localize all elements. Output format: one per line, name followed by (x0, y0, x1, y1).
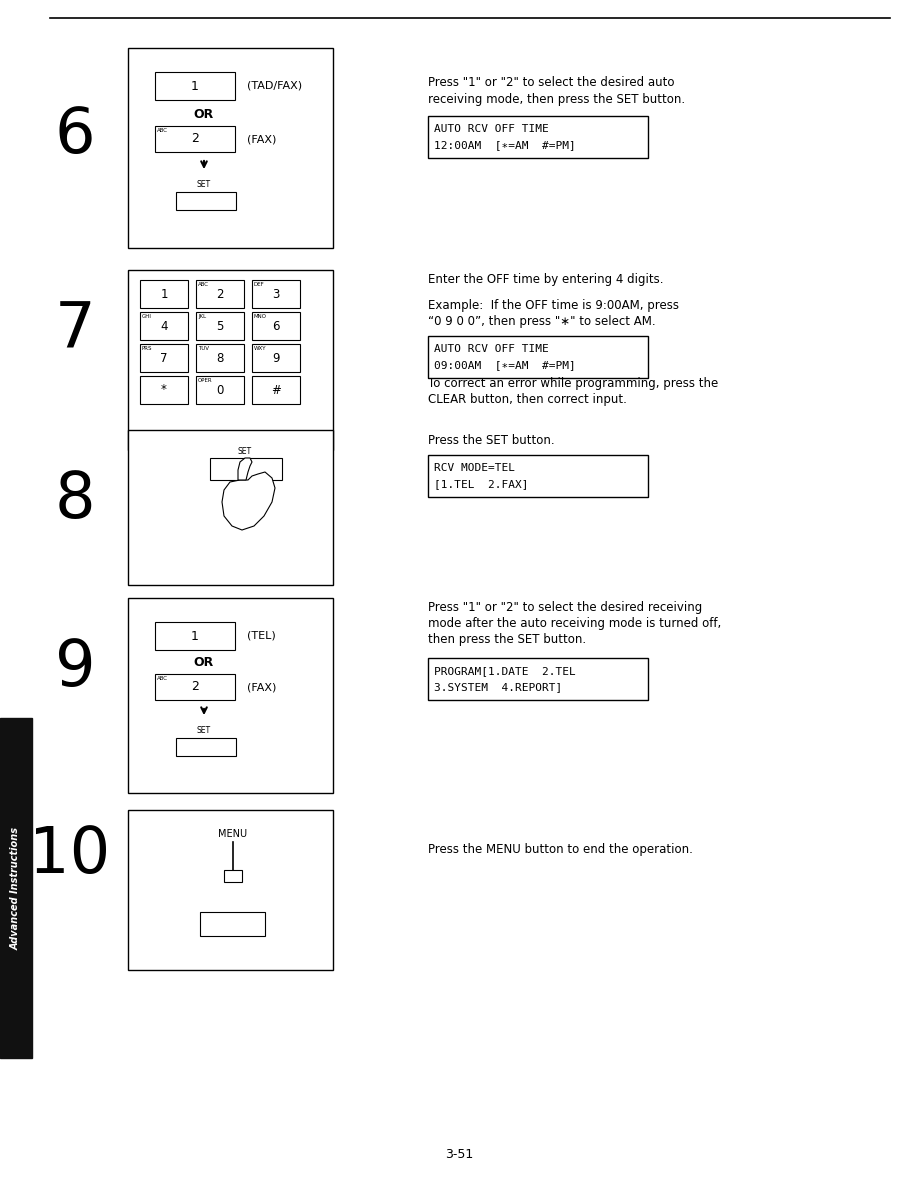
Text: ABC: ABC (157, 676, 168, 681)
Text: (FAX): (FAX) (247, 134, 276, 144)
Bar (176, 738, 236, 756)
Bar (140, 375, 188, 404)
Text: #: # (271, 384, 281, 397)
Bar (428, 658, 648, 700)
Text: ABC: ABC (198, 282, 209, 287)
Text: 2: 2 (191, 133, 199, 145)
Text: 4: 4 (161, 320, 168, 333)
Text: 1: 1 (191, 80, 199, 93)
Text: 2: 2 (217, 287, 224, 301)
Text: (TEL): (TEL) (247, 631, 275, 642)
Bar (196, 312, 244, 340)
Text: 9: 9 (55, 637, 95, 699)
Text: 9: 9 (273, 352, 280, 365)
Bar (252, 280, 300, 308)
Bar (196, 345, 244, 372)
Bar (155, 623, 235, 650)
Text: then press the SET button.: then press the SET button. (428, 633, 586, 646)
Text: Example:  If the OFF time is 9:00AM, press: Example: If the OFF time is 9:00AM, pres… (428, 299, 679, 312)
Text: mode after the auto receiving mode is turned off,: mode after the auto receiving mode is tu… (428, 618, 722, 631)
Bar (155, 72, 235, 100)
Text: PROGRAM[1.DATE  2.TEL: PROGRAM[1.DATE 2.TEL (434, 666, 576, 676)
Text: Press the MENU button to end the operation.: Press the MENU button to end the operati… (428, 843, 693, 857)
Text: Press the SET button.: Press the SET button. (428, 434, 554, 447)
Bar (196, 375, 244, 404)
Text: 1: 1 (161, 287, 168, 301)
Text: Press "1" or "2" to select the desired receiving: Press "1" or "2" to select the desired r… (428, 601, 702, 614)
Text: Advanced Instructions: Advanced Instructions (11, 827, 21, 949)
Text: *: * (161, 384, 167, 397)
Bar (155, 126, 235, 152)
Text: WXY: WXY (254, 346, 266, 350)
Text: 8: 8 (55, 469, 95, 531)
Bar (200, 912, 265, 936)
Text: 3: 3 (273, 287, 280, 301)
Text: 1: 1 (191, 630, 199, 643)
Text: 12:00AM  [∗=AM  #=PM]: 12:00AM [∗=AM #=PM] (434, 140, 576, 150)
Bar (128, 270, 333, 450)
Bar (252, 312, 300, 340)
Bar (140, 280, 188, 308)
Text: 09:00AM  [∗=AM  #=PM]: 09:00AM [∗=AM #=PM] (434, 360, 576, 369)
Text: 2: 2 (191, 681, 199, 694)
Text: AUTO RCV OFF TIME: AUTO RCV OFF TIME (434, 345, 549, 354)
Text: JKL: JKL (198, 314, 207, 320)
Text: “0 9 0 0”, then press "∗" to select AM.: “0 9 0 0”, then press "∗" to select AM. (428, 316, 655, 329)
Text: receiving mode, then press the SET button.: receiving mode, then press the SET butto… (428, 94, 685, 107)
Bar (140, 312, 188, 340)
Bar (210, 459, 282, 480)
Text: (FAX): (FAX) (247, 682, 276, 691)
Text: 7: 7 (161, 352, 168, 365)
Bar (140, 345, 188, 372)
Text: OR: OR (194, 657, 214, 670)
Text: 6: 6 (55, 105, 95, 166)
Bar (428, 336, 648, 378)
Text: PRS: PRS (142, 346, 152, 350)
Text: MENU: MENU (218, 829, 248, 839)
Text: SET: SET (197, 726, 211, 735)
Text: OR: OR (194, 107, 214, 120)
Text: To correct an error while programming, press the: To correct an error while programming, p… (428, 378, 718, 391)
Text: SET: SET (197, 181, 211, 189)
Text: 3.SYSTEM  4.REPORT]: 3.SYSTEM 4.REPORT] (434, 682, 562, 691)
Text: 0: 0 (217, 384, 224, 397)
Text: AUTO RCV OFF TIME: AUTO RCV OFF TIME (434, 124, 549, 134)
Text: SET: SET (238, 448, 252, 456)
Bar (128, 598, 333, 794)
Text: 3-51: 3-51 (445, 1149, 473, 1162)
Text: 6: 6 (273, 320, 280, 333)
Bar (0, 718, 32, 1059)
Bar (252, 345, 300, 372)
Bar (128, 48, 333, 248)
Text: CLEAR button, then correct input.: CLEAR button, then correct input. (428, 393, 627, 406)
Bar (428, 116, 648, 158)
Text: 7: 7 (55, 299, 95, 361)
Text: (TAD/FAX): (TAD/FAX) (247, 81, 302, 91)
Text: MNO: MNO (254, 314, 267, 320)
Text: Enter the OFF time by entering 4 digits.: Enter the OFF time by entering 4 digits. (428, 273, 664, 286)
Bar (252, 375, 300, 404)
Bar (155, 674, 235, 700)
Text: OPER: OPER (198, 378, 213, 383)
Text: TUV: TUV (198, 346, 209, 350)
Text: 5: 5 (217, 320, 224, 333)
Polygon shape (222, 472, 275, 530)
Text: 10: 10 (29, 824, 111, 886)
Bar (428, 455, 648, 497)
Bar (196, 280, 244, 308)
Text: RCV MODE=TEL: RCV MODE=TEL (434, 463, 515, 473)
Text: 8: 8 (217, 352, 224, 365)
Text: GHI: GHI (142, 314, 152, 320)
Polygon shape (238, 459, 252, 480)
Text: ABC: ABC (157, 128, 168, 133)
Bar (128, 810, 333, 969)
Text: [1.TEL  2.FAX]: [1.TEL 2.FAX] (434, 479, 529, 489)
Text: Press "1" or "2" to select the desired auto: Press "1" or "2" to select the desired a… (428, 76, 675, 89)
Bar (128, 430, 333, 584)
Text: DEF: DEF (254, 282, 264, 287)
Bar (224, 870, 242, 881)
Bar (176, 192, 236, 210)
